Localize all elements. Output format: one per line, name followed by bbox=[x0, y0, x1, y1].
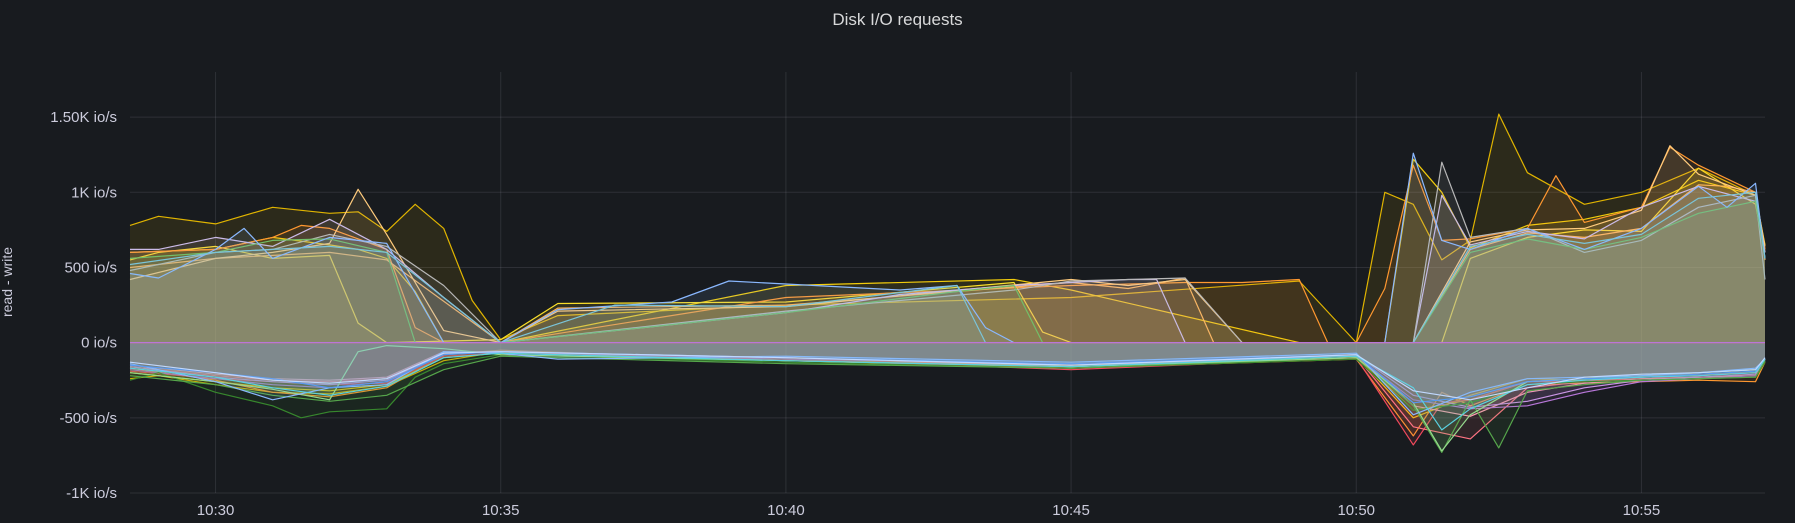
series-2 bbox=[129, 167, 1766, 344]
series-area bbox=[130, 342, 1765, 403]
series-area bbox=[130, 168, 1765, 343]
series-5 bbox=[129, 145, 1766, 344]
series-line bbox=[129, 355, 1766, 453]
series-area bbox=[130, 342, 1765, 400]
series-area bbox=[130, 342, 1765, 418]
series-line bbox=[129, 354, 1766, 419]
axis-labels: -1K io/s -500 io/s 0 io/s 500 io/s 1K io/s 1.… bbox=[50, 109, 1660, 519]
series-area bbox=[130, 159, 1765, 343]
series-area bbox=[130, 342, 1765, 417]
y-tick-label: 1K io/s bbox=[71, 184, 117, 201]
x-tick-label: 10:55 bbox=[1623, 502, 1661, 519]
y-tick-label: -500 io/s bbox=[59, 410, 117, 427]
x-tick-label: 10:35 bbox=[482, 502, 520, 519]
series-area bbox=[130, 147, 1765, 343]
series-area bbox=[130, 162, 1765, 343]
x-tick-label: 10:40 bbox=[767, 502, 805, 519]
series-group bbox=[129, 113, 1766, 453]
series-line bbox=[129, 113, 1766, 344]
series-area bbox=[130, 342, 1765, 415]
series-area bbox=[130, 342, 1765, 451]
series-area bbox=[130, 184, 1765, 343]
series-line bbox=[129, 146, 1766, 344]
panel-title: Disk I/O requests bbox=[832, 10, 963, 29]
y-tick-label: 1.50K io/s bbox=[50, 109, 117, 126]
series-area bbox=[130, 342, 1765, 408]
series-area bbox=[130, 192, 1765, 343]
series-area bbox=[130, 342, 1765, 418]
series-19 bbox=[129, 342, 1766, 419]
y-tick-label: 0 io/s bbox=[81, 335, 117, 352]
series-line bbox=[129, 351, 1766, 401]
x-tick-label: 10:45 bbox=[1052, 502, 1090, 519]
series-0 bbox=[129, 113, 1766, 344]
series-area bbox=[130, 201, 1765, 343]
series-area bbox=[130, 342, 1765, 411]
series-line bbox=[129, 352, 1766, 431]
series-line bbox=[129, 351, 1766, 417]
series-24 bbox=[129, 342, 1766, 431]
y-tick-label: 500 io/s bbox=[64, 259, 117, 276]
series-area bbox=[130, 153, 1765, 343]
series-line bbox=[129, 161, 1766, 344]
series-area bbox=[130, 145, 1765, 343]
series-line bbox=[129, 167, 1766, 344]
series-line bbox=[129, 145, 1766, 344]
x-tick-label: 10:50 bbox=[1337, 502, 1375, 519]
series-16 bbox=[129, 342, 1766, 417]
series-area bbox=[130, 186, 1765, 343]
series-7 bbox=[129, 161, 1766, 344]
series-area bbox=[130, 342, 1765, 430]
y-tick-label: -1K io/s bbox=[66, 485, 117, 502]
series-3 bbox=[129, 146, 1766, 344]
series-area bbox=[130, 342, 1765, 409]
x-tick-label: 10:30 bbox=[197, 502, 235, 519]
series-25 bbox=[129, 342, 1766, 401]
series-area bbox=[130, 114, 1765, 343]
